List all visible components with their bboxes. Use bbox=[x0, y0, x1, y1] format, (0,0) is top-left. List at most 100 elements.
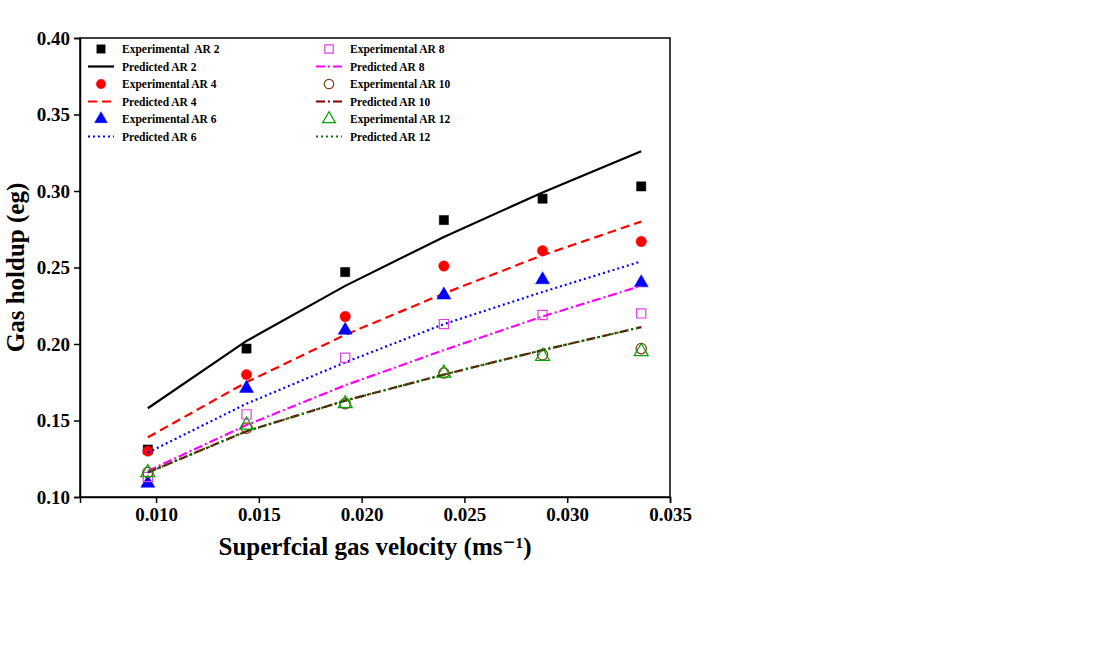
experimental-point bbox=[242, 344, 251, 353]
legend-swatch bbox=[88, 135, 114, 137]
legend-label: Experimental AR 10 bbox=[350, 78, 451, 91]
legend-swatch bbox=[316, 65, 342, 67]
experimental-point bbox=[240, 417, 254, 429]
legend-label: Experimental AR 2 bbox=[122, 43, 220, 56]
experimental-point bbox=[338, 322, 352, 334]
x-tick-label: 0.030 bbox=[546, 504, 589, 525]
plot-marks bbox=[141, 151, 648, 487]
x-tick-mark bbox=[259, 497, 261, 503]
y-tick: 0.35 bbox=[37, 104, 80, 125]
experimental-point bbox=[636, 343, 646, 353]
legend-swatch bbox=[95, 112, 108, 123]
legend-item: Experimental AR 12 bbox=[323, 112, 451, 126]
experimental-point bbox=[437, 287, 451, 299]
y-tick-mark bbox=[74, 344, 80, 346]
y-tick-label: 0.30 bbox=[37, 181, 70, 202]
experimental-point bbox=[634, 275, 648, 287]
legend: Experimental AR 2 Predicted AR 2 Experimen… bbox=[88, 43, 451, 142]
legend-label: Experimental AR 12 bbox=[350, 113, 451, 126]
experimental-point bbox=[340, 311, 350, 321]
x-tick-label: 0.020 bbox=[341, 504, 384, 525]
experimental-point bbox=[240, 380, 254, 392]
x-tick: 0.035 bbox=[649, 497, 692, 525]
experimental-point bbox=[439, 215, 448, 224]
legend-item: Predicted AR 4 bbox=[88, 96, 197, 108]
legend-label: Predicted AR 2 bbox=[122, 61, 197, 73]
experimental-point bbox=[637, 309, 646, 318]
legend-label: Predicted AR 10 bbox=[350, 96, 431, 108]
experimental-point bbox=[634, 344, 648, 356]
x-tick-mark bbox=[156, 497, 158, 503]
predicted-line bbox=[148, 222, 641, 438]
x-tick: 0.025 bbox=[444, 497, 487, 525]
legend-label: Predicted AR 4 bbox=[122, 96, 197, 108]
legend-label: Experimental AR 8 bbox=[350, 43, 445, 56]
y-tick-label: 0.25 bbox=[37, 257, 70, 278]
x-tick-mark bbox=[361, 497, 363, 503]
experimental-point bbox=[341, 353, 350, 362]
predicted-line bbox=[148, 286, 641, 471]
legend-label: Experimental AR 4 bbox=[122, 78, 217, 91]
experimental-point bbox=[241, 369, 251, 379]
legend-item: Experimental AR 6 bbox=[95, 112, 217, 126]
experimental-point bbox=[536, 272, 550, 284]
y-tick: 0.10 bbox=[37, 487, 80, 508]
y-tick-label: 0.20 bbox=[37, 334, 70, 355]
y-tick-mark bbox=[74, 38, 80, 40]
experimental-point bbox=[636, 236, 646, 246]
legend-label: Predicted AR 8 bbox=[350, 61, 425, 73]
legend-item: Experimental AR 4 bbox=[96, 78, 217, 91]
legend-item: Predicted AR 6 bbox=[88, 131, 197, 143]
experimental-point bbox=[439, 320, 448, 329]
legend-item: Predicted AR 2 bbox=[88, 61, 197, 73]
y-axis-title: Gas holdup (eg) bbox=[2, 183, 30, 352]
experimental-point bbox=[439, 261, 449, 271]
y-tick: 0.15 bbox=[37, 410, 80, 431]
predicted-line bbox=[148, 151, 641, 408]
predicted-line bbox=[148, 261, 641, 452]
x-tick: 0.015 bbox=[238, 497, 281, 525]
legend-swatch bbox=[96, 79, 105, 88]
legend-swatch bbox=[88, 65, 114, 67]
legend-swatch bbox=[323, 112, 336, 123]
predicted-line bbox=[148, 327, 641, 472]
x-tick: 0.010 bbox=[135, 497, 178, 525]
x-tick-mark bbox=[567, 497, 569, 503]
legend-label: Predicted AR 6 bbox=[122, 131, 197, 143]
chart: 0.010 0.015 0.020 0.025 0.030 0.035 0.10 0.15 0.… bbox=[0, 0, 1118, 653]
legend-swatch bbox=[324, 79, 333, 88]
legend-swatch bbox=[88, 100, 114, 102]
legend-swatch bbox=[325, 45, 333, 53]
x-tick-mark bbox=[464, 497, 466, 503]
y-tick-label: 0.35 bbox=[37, 104, 70, 125]
y-tick-label: 0.10 bbox=[37, 487, 70, 508]
x-axis-title: Superfcial gas velocity (ms⁻¹) bbox=[218, 533, 531, 561]
legend-item: Experimental AR 2 bbox=[97, 43, 220, 56]
x-axis: 0.010 0.015 0.020 0.025 0.030 0.035 bbox=[81, 497, 692, 525]
y-tick-mark bbox=[74, 497, 80, 499]
legend-label: Experimental AR 6 bbox=[122, 113, 217, 126]
legend-swatch bbox=[97, 45, 105, 53]
x-tick: 0.020 bbox=[341, 497, 384, 525]
y-tick: 0.25 bbox=[37, 257, 80, 278]
x-tick-mark bbox=[670, 497, 672, 503]
legend-item: Predicted AR 10 bbox=[316, 96, 431, 108]
y-tick-mark bbox=[74, 114, 80, 116]
legend-item: Experimental AR 8 bbox=[325, 43, 445, 56]
legend-label: Predicted AR 12 bbox=[350, 131, 431, 143]
plot-frame bbox=[80, 38, 670, 497]
y-tick-label: 0.15 bbox=[37, 410, 70, 431]
x-tick-label: 0.035 bbox=[649, 504, 692, 525]
x-axis-line bbox=[81, 498, 671, 504]
y-tick: 0.20 bbox=[37, 334, 80, 355]
y-axis-line bbox=[74, 39, 81, 498]
experimental-point bbox=[536, 348, 550, 360]
x-tick-label: 0.025 bbox=[444, 504, 487, 525]
legend-item: Predicted AR 12 bbox=[316, 131, 431, 143]
x-tick-label: 0.010 bbox=[135, 504, 178, 525]
experimental-point bbox=[538, 194, 547, 203]
y-tick: 0.30 bbox=[37, 181, 80, 202]
experimental-point bbox=[143, 446, 153, 456]
legend-swatch bbox=[316, 135, 342, 137]
legend-item: Predicted AR 8 bbox=[316, 61, 425, 73]
